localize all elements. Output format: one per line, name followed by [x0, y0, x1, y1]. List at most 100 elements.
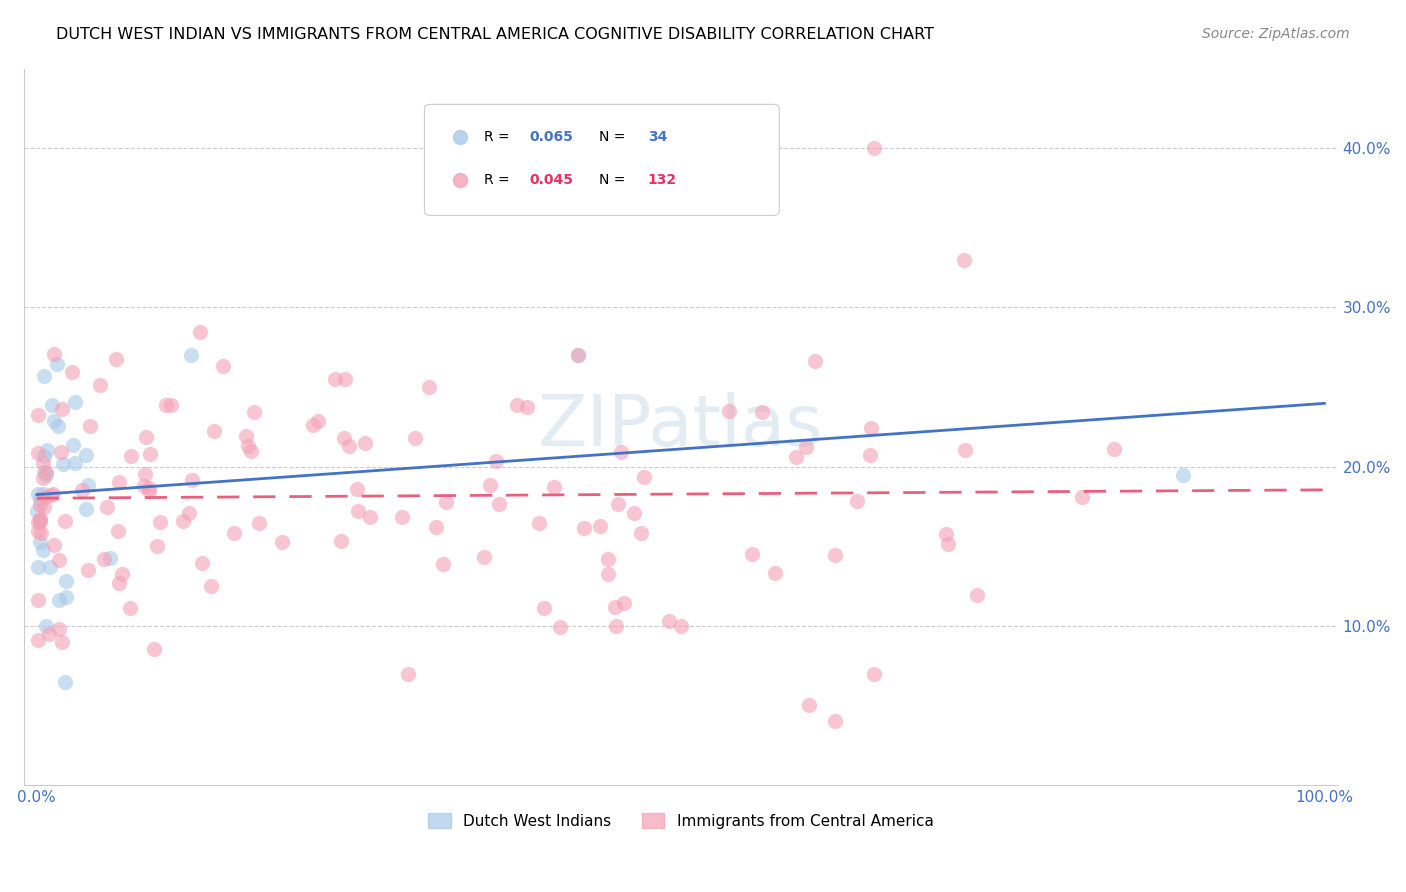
Point — [658, 614, 681, 628]
Point — [572, 521, 595, 535]
Point — [307, 414, 329, 428]
Point — [669, 619, 692, 633]
Point — [1070, 490, 1092, 504]
Point — [610, 445, 633, 459]
Point — [191, 556, 214, 570]
Point — [247, 516, 270, 530]
Point — [52, 457, 75, 471]
Point — [239, 443, 262, 458]
Point — [1104, 442, 1126, 456]
Point — [785, 450, 807, 464]
Point — [75, 502, 97, 516]
Point — [30, 513, 52, 527]
Point — [32, 368, 55, 383]
Point — [613, 596, 636, 610]
Point — [543, 480, 565, 494]
Point — [966, 588, 988, 602]
Point — [181, 474, 204, 488]
Text: R =: R = — [484, 129, 513, 144]
Point — [72, 483, 94, 497]
Legend: Dutch West Indians, Immigrants from Central America: Dutch West Indians, Immigrants from Cent… — [422, 806, 939, 835]
Point — [107, 524, 129, 538]
Point — [505, 398, 527, 412]
Point — [32, 465, 55, 479]
Point — [110, 566, 132, 581]
Point — [65, 395, 87, 409]
Point — [62, 438, 84, 452]
Point — [633, 470, 655, 484]
Point — [436, 495, 458, 509]
Point — [53, 515, 76, 529]
Point — [159, 398, 181, 412]
Point — [478, 478, 501, 492]
Point — [180, 348, 202, 362]
Point — [188, 325, 211, 339]
Text: N =: N = — [599, 172, 630, 186]
Point — [30, 511, 52, 525]
Point — [301, 418, 323, 433]
Point — [89, 378, 111, 392]
Point — [138, 483, 160, 498]
Point — [42, 415, 65, 429]
Point — [177, 506, 200, 520]
Point — [243, 405, 266, 419]
Point — [63, 456, 86, 470]
Point — [398, 666, 420, 681]
Point — [31, 543, 53, 558]
Point — [35, 619, 58, 633]
Point — [143, 641, 166, 656]
Point — [45, 357, 67, 371]
Text: Source: ZipAtlas.com: Source: ZipAtlas.com — [1202, 27, 1350, 41]
Point — [567, 348, 589, 362]
FancyBboxPatch shape — [425, 104, 779, 215]
Point — [548, 620, 571, 634]
Point — [803, 353, 825, 368]
Point — [155, 398, 177, 412]
Point — [751, 404, 773, 418]
Point — [222, 525, 245, 540]
Point — [30, 514, 52, 528]
Text: R =: R = — [484, 172, 513, 186]
Point — [27, 593, 49, 607]
Point — [27, 487, 49, 501]
Point — [936, 537, 959, 551]
Point — [39, 487, 62, 501]
Point — [51, 401, 73, 416]
Point — [605, 619, 627, 633]
Point — [44, 538, 66, 552]
Point — [79, 418, 101, 433]
Point — [138, 481, 160, 495]
Point — [235, 428, 257, 442]
Point — [863, 141, 886, 155]
Point — [27, 408, 49, 422]
Point — [27, 524, 49, 538]
Point — [598, 551, 620, 566]
Point — [212, 359, 235, 373]
Point — [108, 575, 131, 590]
Point — [25, 504, 48, 518]
Point — [824, 714, 846, 729]
Point — [734, 189, 756, 203]
Point — [799, 698, 821, 713]
Point — [863, 666, 886, 681]
Point — [38, 627, 60, 641]
Point — [32, 500, 55, 514]
Point — [935, 527, 957, 541]
Point — [39, 559, 62, 574]
Point — [49, 445, 72, 459]
Point — [953, 443, 976, 458]
Point — [404, 431, 426, 445]
Point — [118, 601, 141, 615]
Point — [93, 552, 115, 566]
Point — [763, 566, 786, 580]
Point — [596, 567, 619, 582]
Point — [34, 467, 56, 482]
Point — [271, 535, 294, 549]
Point — [172, 514, 194, 528]
Point — [623, 506, 645, 520]
Text: 0.065: 0.065 — [530, 129, 574, 144]
Point — [31, 487, 53, 501]
Point — [202, 425, 225, 439]
Text: ZIPatlas: ZIPatlas — [538, 392, 824, 461]
Point — [741, 547, 763, 561]
